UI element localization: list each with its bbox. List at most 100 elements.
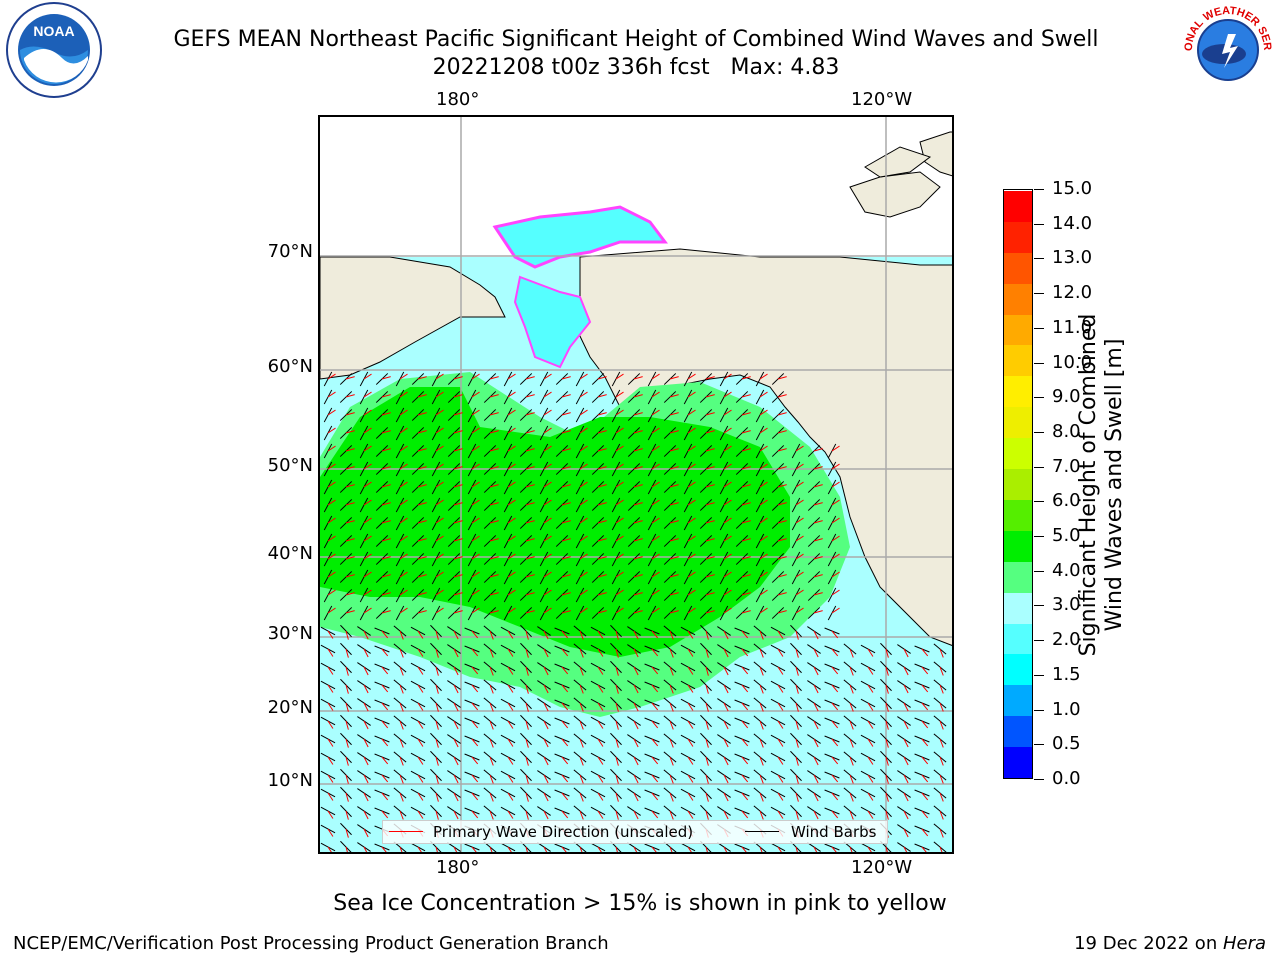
wave-direction-arrow (741, 666, 749, 675)
wave-direction-arrow (867, 738, 874, 747)
wave-direction-arrow (831, 846, 837, 852)
wave-direction-arrow (723, 684, 729, 694)
wave-direction-arrow (849, 774, 854, 784)
wave-direction-arrow (705, 538, 715, 542)
wave-direction-arrow (525, 412, 535, 416)
wave-direction-arrow (471, 553, 480, 560)
wave-direction-arrow (327, 445, 336, 452)
wave-direction-arrow (723, 427, 732, 434)
wave-direction-arrow (363, 589, 372, 596)
wave-direction-arrow (849, 738, 854, 748)
colorbar-tick (1034, 293, 1044, 295)
wave-direction-arrow (543, 738, 549, 748)
land-asia (320, 256, 506, 380)
wave-direction-arrow (345, 394, 355, 398)
wave-direction-arrow (759, 774, 764, 784)
wave-direction-arrow (777, 756, 784, 765)
wave-direction-arrow (687, 373, 696, 380)
wave-direction-arrow (651, 517, 660, 524)
wave-direction-arrow (363, 648, 369, 658)
wave-direction-arrow (831, 481, 840, 488)
wave-direction-arrow (741, 810, 749, 819)
wave-direction-arrow (363, 535, 372, 542)
colorbar-tick-label: 10.0 (1052, 351, 1093, 373)
map-svg (320, 117, 952, 852)
wave-direction-arrow (723, 666, 729, 676)
wave-direction-arrow (903, 720, 909, 730)
wave-direction-arrow (669, 648, 674, 658)
wave-direction-arrow (669, 720, 674, 730)
wave-direction-arrow (561, 774, 569, 783)
wave-direction-arrow (327, 391, 336, 398)
wave-direction-arrow (705, 720, 709, 730)
wave-direction-arrow (741, 466, 751, 470)
wave-direction-arrow (525, 792, 529, 802)
wave-direction-arrow (417, 484, 427, 488)
wave-direction-arrow (813, 520, 823, 524)
wave-direction-arrow (651, 702, 659, 711)
wave-direction-arrow (723, 463, 732, 470)
wave-direction-arrow (687, 810, 694, 819)
wave-direction-arrow (597, 846, 602, 852)
wave-direction-arrow (579, 571, 588, 578)
wave-direction-arrow (597, 592, 607, 596)
bering-strait-water (513, 275, 592, 369)
wave-direction-arrow (525, 466, 535, 470)
wave-direction-arrow (597, 394, 607, 398)
wave-direction-arrow (435, 427, 444, 434)
wave-direction-arrow (831, 589, 840, 596)
colorbar-tick-label: 5.0 (1052, 525, 1081, 547)
colorbar-tick-label: 1.0 (1052, 698, 1081, 720)
wave-direction-arrow (327, 373, 336, 380)
wave-direction-arrow (435, 409, 444, 416)
wave-direction-arrow (759, 499, 768, 506)
wave-direction-arrow (813, 648, 819, 658)
wave-direction-arrow (345, 520, 355, 524)
wave-direction-arrow (453, 448, 463, 452)
wave-direction-arrow (759, 792, 764, 802)
wave-direction-arrow (561, 412, 571, 416)
wave-direction-arrow (705, 792, 709, 802)
wave-direction-arrow (543, 792, 549, 802)
wave-direction-arrow (759, 607, 768, 614)
wind-barb (320, 770, 336, 780)
wave-direction-arrow (327, 684, 334, 693)
wave-direction-arrow (507, 846, 512, 852)
wave-direction-arrow (453, 412, 463, 416)
colorbar-tick (1034, 536, 1044, 538)
wave-direction-arrow (597, 610, 607, 614)
wave-direction-arrow (795, 792, 799, 802)
wave-direction-arrow (705, 448, 715, 452)
wave-direction-arrow (759, 445, 768, 452)
wave-direction-arrow (525, 702, 529, 712)
wave-direction-arrow (471, 499, 480, 506)
wave-direction-arrow (759, 571, 768, 578)
wave-direction-arrow (435, 481, 444, 488)
wave-direction-arrow (435, 684, 439, 694)
wave-direction-arrow (579, 630, 584, 640)
wave-direction-arrow (363, 792, 369, 802)
wave-direction-arrow (813, 448, 823, 452)
wave-direction-arrow (489, 648, 494, 658)
wave-direction-arrow (687, 589, 696, 596)
wave-direction-arrow (777, 810, 784, 819)
wave-direction-arrow (525, 574, 535, 578)
wave-direction-arrow (345, 666, 349, 676)
wave-direction-arrow (345, 430, 355, 434)
wave-direction-arrow (327, 607, 336, 614)
wave-direction-arrow (633, 738, 639, 748)
wave-direction-arrow (435, 571, 444, 578)
wave-direction-arrow (435, 756, 439, 766)
wave-direction-arrow (543, 666, 549, 676)
wave-direction-arrow (489, 592, 499, 596)
wave-direction-arrow (795, 607, 804, 614)
wave-direction-arrow (507, 571, 516, 578)
wave-direction-arrow (489, 792, 494, 802)
wave-direction-arrow (561, 466, 571, 470)
wave-direction-arrow (723, 756, 729, 766)
wave-direction-arrow (669, 756, 674, 766)
wave-direction-arrow (507, 630, 514, 639)
wave-direction-arrow (399, 553, 408, 560)
wave-direction-arrow (489, 666, 494, 676)
lat-20n: 20°N (267, 697, 313, 718)
